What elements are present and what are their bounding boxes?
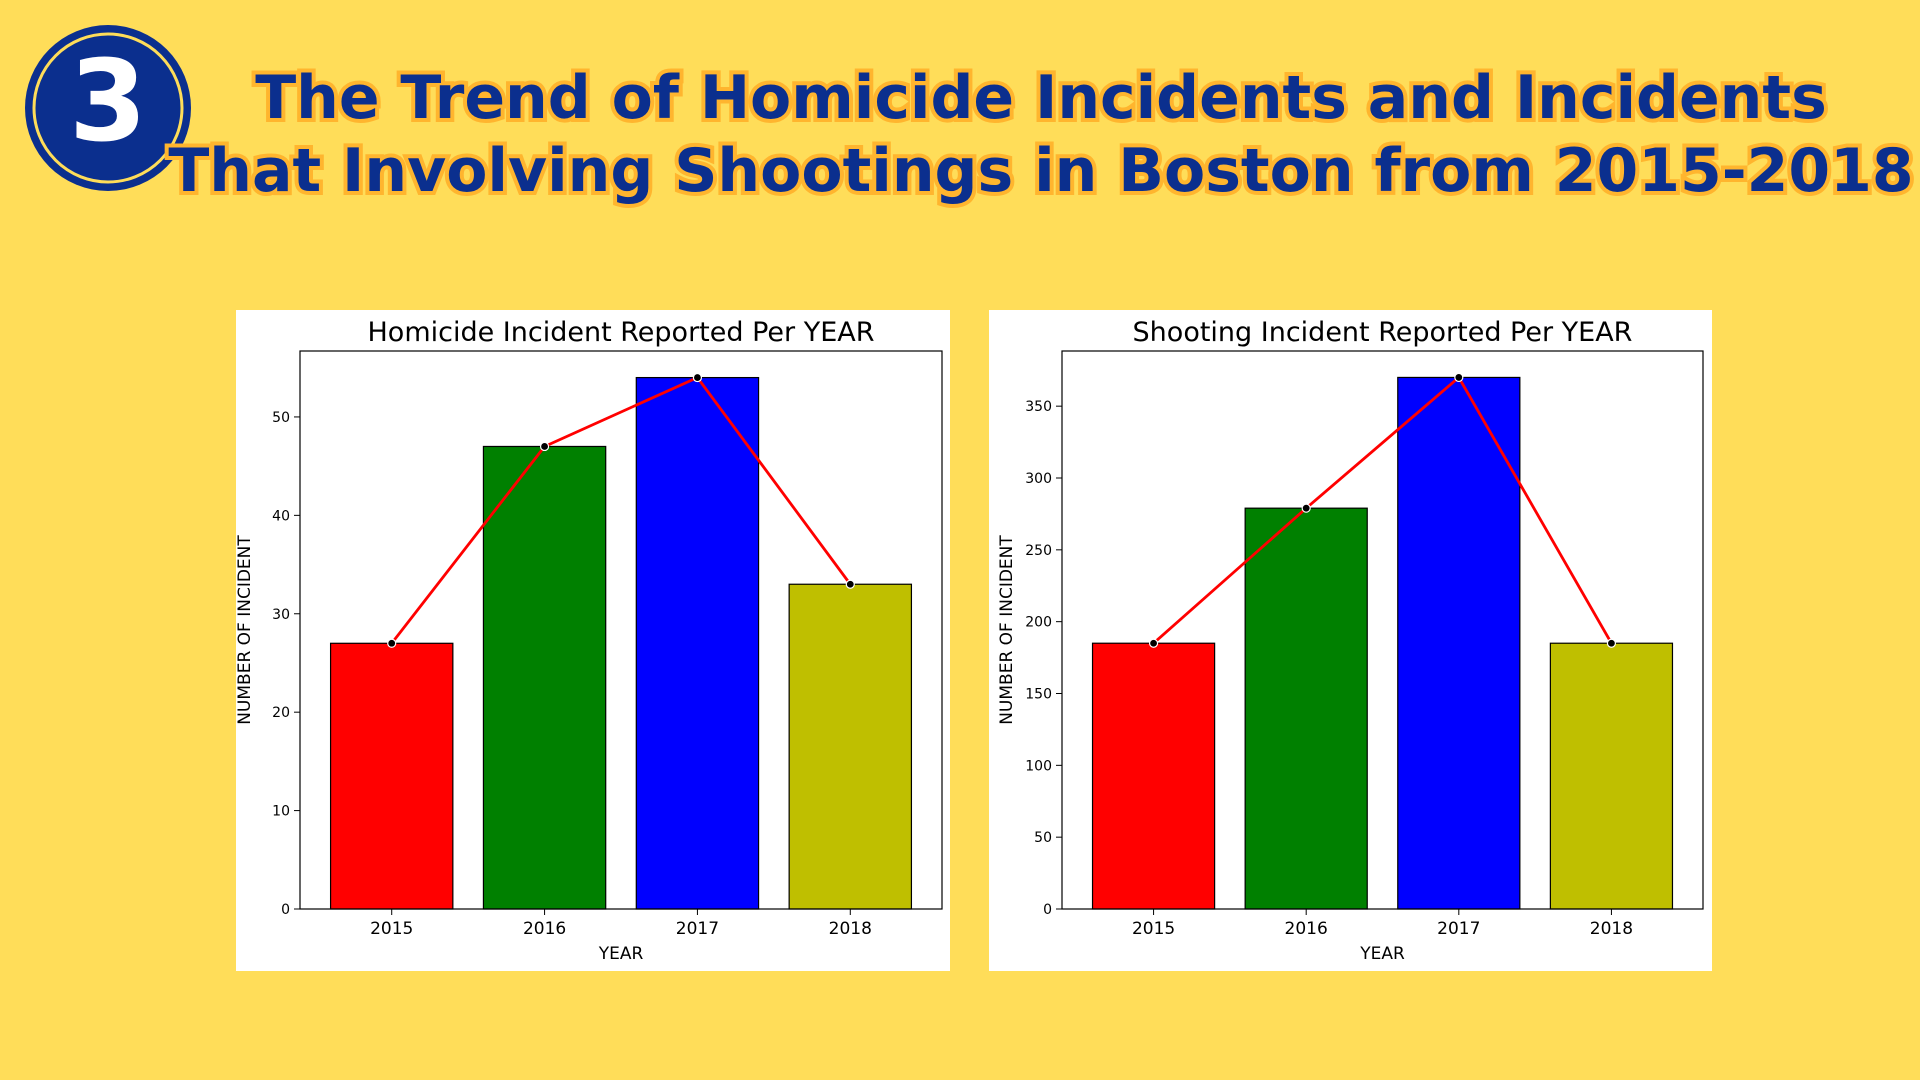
- y-tick-label: 50: [1034, 830, 1052, 846]
- bar: [635, 376, 760, 910]
- trend-marker: [1606, 638, 1617, 648]
- axes-frame: [1061, 350, 1704, 910]
- y-tick-label: 250: [1025, 543, 1052, 559]
- badge-number: 3: [69, 37, 147, 167]
- y-tick-label: 30: [272, 607, 290, 623]
- y-tick-label: 150: [1025, 687, 1052, 703]
- trend-line: [1152, 375, 1613, 645]
- y-tick-label: 0: [281, 902, 290, 918]
- y-axis-label: NUMBER OF INCIDENT: [235, 535, 255, 725]
- chart-title: Shooting Incident Reported Per YEAR: [1133, 317, 1633, 348]
- trend-marker: [692, 372, 703, 383]
- axes-frame: [299, 350, 943, 910]
- x-tick-label: 2018: [829, 919, 872, 939]
- trend-marker: [1301, 503, 1311, 513]
- x-tick-label: 2015: [1132, 919, 1175, 939]
- y-tick-label: 20: [272, 705, 290, 721]
- bar: [1397, 376, 1521, 910]
- bar: [1244, 507, 1368, 910]
- trend-marker: [387, 638, 397, 648]
- x-tick-label: 2018: [1590, 919, 1633, 939]
- chart-title: Homicide Incident Reported Per YEAR: [368, 317, 875, 348]
- y-tick-label: 10: [272, 804, 290, 820]
- x-tick-label: 2017: [676, 919, 719, 939]
- slide-title: That Involving Shootings in Boston from …: [168, 136, 1913, 206]
- bar: [482, 445, 607, 910]
- x-axis-label: YEAR: [598, 944, 644, 964]
- bar: [1091, 642, 1216, 910]
- badge-ring: [32, 32, 184, 184]
- x-tick-label: 2016: [523, 919, 566, 939]
- trend-marker: [1148, 638, 1159, 648]
- x-tick-label: 2016: [1285, 919, 1328, 939]
- y-tick-label: 0: [1043, 902, 1052, 918]
- x-tick-label: 2017: [1437, 919, 1480, 939]
- bar: [1549, 642, 1674, 910]
- trend-marker: [845, 579, 855, 589]
- x-axis-label: YEAR: [1359, 944, 1405, 964]
- y-tick-label: 300: [1025, 471, 1052, 487]
- slide-title: The Trend of Homicide Incidents and Inci…: [255, 63, 1827, 133]
- bar: [329, 642, 454, 910]
- badge: [25, 25, 191, 191]
- trend-marker: [1454, 372, 1464, 383]
- y-tick-label: 350: [1025, 399, 1052, 415]
- y-axis-label: NUMBER OF INCIDENT: [997, 535, 1017, 725]
- y-tick-label: 40: [272, 508, 290, 524]
- y-tick-label: 200: [1025, 615, 1052, 631]
- trend-marker: [539, 441, 550, 452]
- trend-line: [390, 375, 852, 645]
- y-tick-label: 50: [272, 410, 290, 426]
- y-tick-label: 100: [1025, 758, 1052, 774]
- bar: [788, 583, 913, 910]
- x-tick-label: 2015: [370, 919, 413, 939]
